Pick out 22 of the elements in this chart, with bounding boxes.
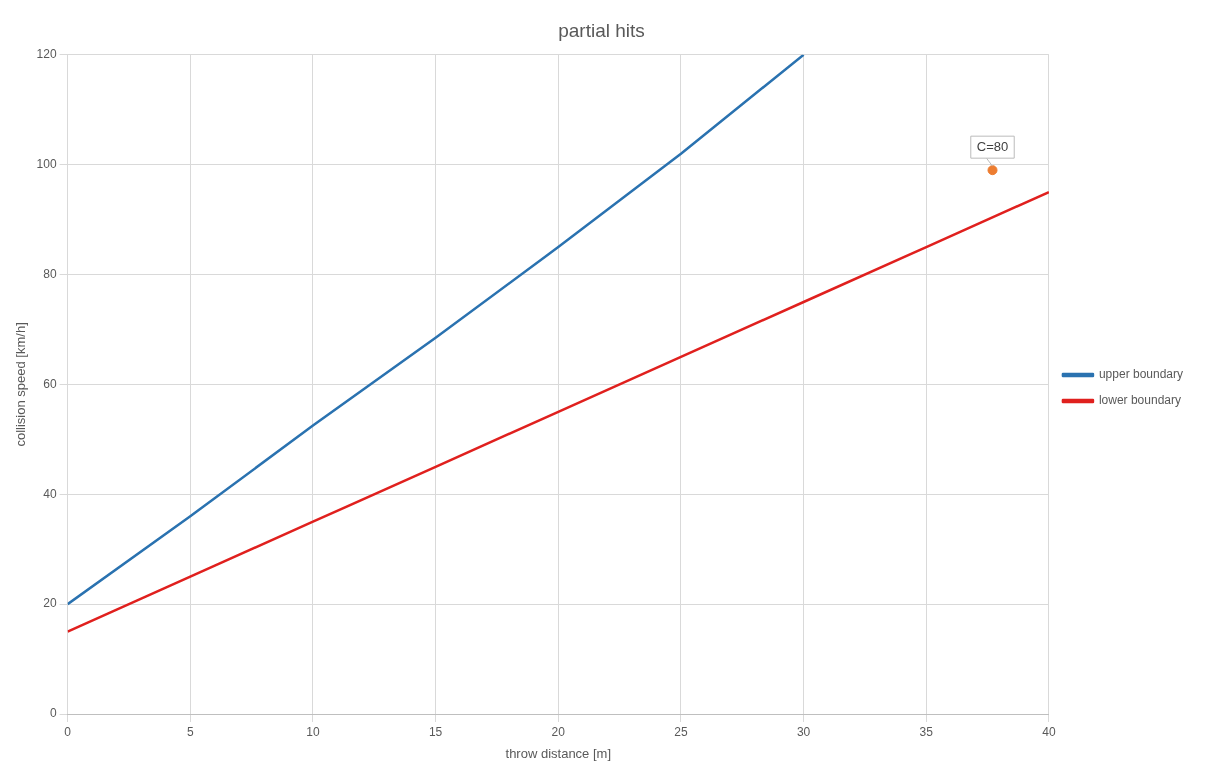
- y-tick-label: 60: [43, 376, 57, 391]
- y-tick-label: 80: [43, 266, 57, 281]
- x-tick-label: 5: [186, 724, 194, 739]
- x-tick-label: 25: [674, 724, 688, 739]
- x-tick-label: 10: [306, 724, 320, 739]
- x-tick-label: 40: [1042, 724, 1056, 739]
- x-tick-label: 15: [428, 724, 443, 739]
- chart-title: partial hits: [558, 19, 645, 41]
- y-tick-label: 40: [43, 486, 57, 501]
- x-axis-title: throw distance [m]: [505, 745, 612, 761]
- legend-label: upper boundary: [1098, 367, 1184, 382]
- x-tick-label: 35: [919, 724, 934, 739]
- y-tick-label: 100: [36, 156, 57, 171]
- legend-label: lower boundary: [1098, 393, 1181, 408]
- y-tick-label: 120: [36, 47, 57, 62]
- y-tick-label: 0: [49, 706, 57, 721]
- x-tick-label: 30: [796, 724, 811, 739]
- y-tick-label: 20: [43, 596, 57, 611]
- annotation: C=80: [976, 138, 1009, 154]
- x-tick-label: 0: [64, 724, 72, 739]
- y-axis-title: collision speed [km/h]: [13, 322, 29, 447]
- x-tick-label: 20: [551, 724, 566, 739]
